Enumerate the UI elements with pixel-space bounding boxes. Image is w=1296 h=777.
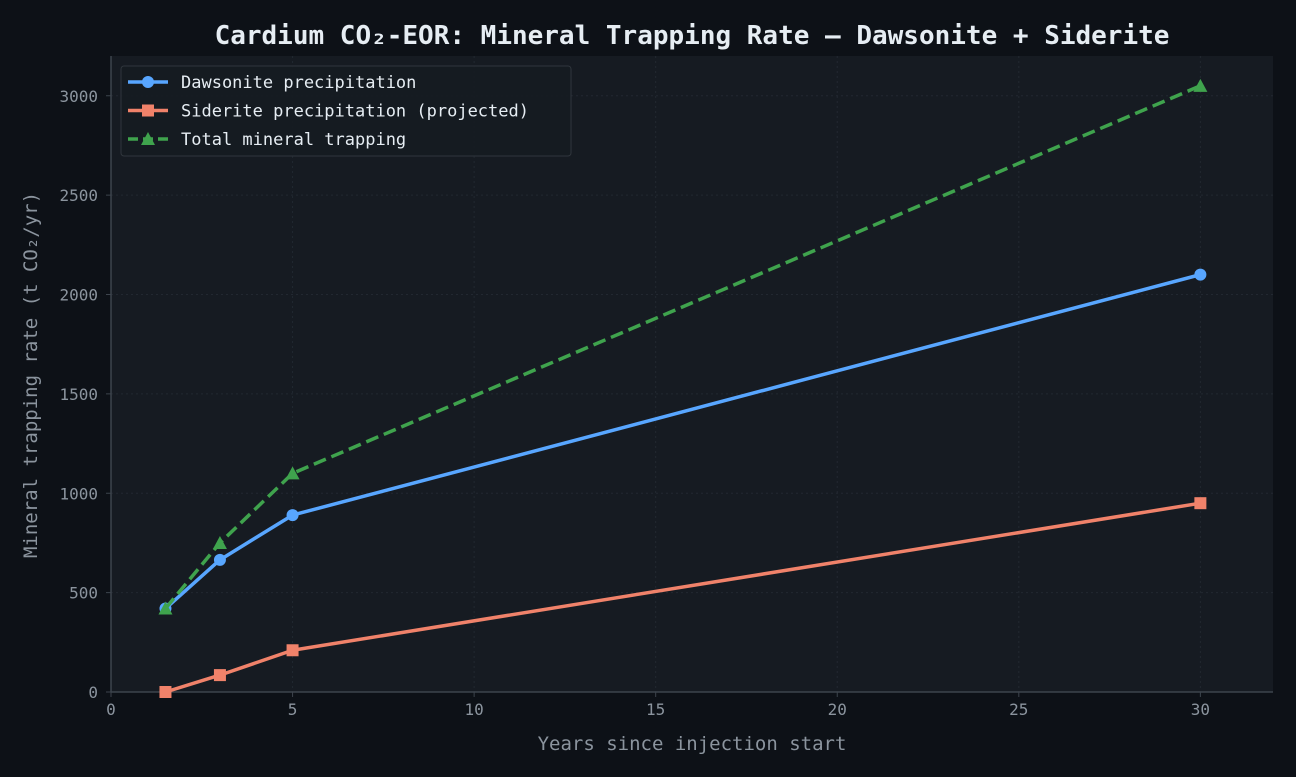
- data-point: [159, 686, 172, 698]
- x-tick-label: 20: [828, 700, 847, 719]
- series-1: [159, 497, 1207, 698]
- data-point: [212, 535, 227, 549]
- data-point: [158, 601, 173, 615]
- legend-label: Total mineral trapping: [181, 130, 406, 150]
- y-tick-label: 500: [69, 584, 98, 603]
- y-tick-label: 1000: [59, 484, 98, 503]
- series-layer: [158, 78, 1208, 698]
- x-tick-label: 5: [288, 700, 298, 719]
- data-point: [1194, 497, 1207, 510]
- y-tick-label: 1500: [59, 385, 98, 404]
- x-tick-label: 10: [464, 700, 483, 719]
- series-line: [164, 272, 1201, 610]
- series-2: [158, 78, 1208, 615]
- legend-marker: [142, 76, 154, 88]
- tick-labels: 0 5 10 15 20 25 30 0 500 1000 1500 2000 2500 3000: [59, 87, 1210, 719]
- data-point: [1194, 268, 1207, 281]
- legend: Dawsonite precipitation Siderite precipit…: [120, 65, 572, 157]
- y-tick-label: 3000: [59, 87, 98, 106]
- legend-label: Siderite precipitation (projected): [181, 102, 529, 122]
- y-tick-label: 2500: [59, 186, 98, 205]
- x-tick-label: 0: [106, 700, 116, 719]
- legend-box: [120, 65, 572, 157]
- axes: [106, 56, 1273, 697]
- legend-marker: [141, 132, 155, 145]
- data-point: [285, 466, 300, 480]
- data-point: [213, 553, 226, 566]
- legend-item: Siderite precipitation (projected): [128, 102, 529, 122]
- data-point: [286, 644, 299, 657]
- legend-marker: [142, 104, 154, 117]
- x-axis-label: Years since injection start: [538, 733, 847, 755]
- series-line: [164, 501, 1201, 694]
- x-tick-label: 15: [646, 700, 665, 719]
- data-point: [1193, 78, 1208, 92]
- data-point: [286, 509, 299, 522]
- y-tick-label: 0: [88, 683, 98, 702]
- legend-label: Dawsonite precipitation: [181, 73, 416, 93]
- x-tick-label: 30: [1191, 700, 1210, 719]
- series-line: [164, 84, 1202, 610]
- x-tick-label: 25: [1009, 700, 1028, 719]
- data-point: [213, 669, 226, 682]
- y-tick-label: 2000: [59, 286, 98, 305]
- chart-title: Cardium CO₂-EOR: Mineral Trapping Rate —…: [215, 21, 1170, 51]
- gridlines: [111, 56, 1273, 692]
- legend-item: Dawsonite precipitation: [128, 73, 416, 93]
- legend-item: Total mineral trapping: [128, 130, 406, 150]
- y-axis-label: Mineral trapping rate (t CO₂/yr): [20, 192, 42, 558]
